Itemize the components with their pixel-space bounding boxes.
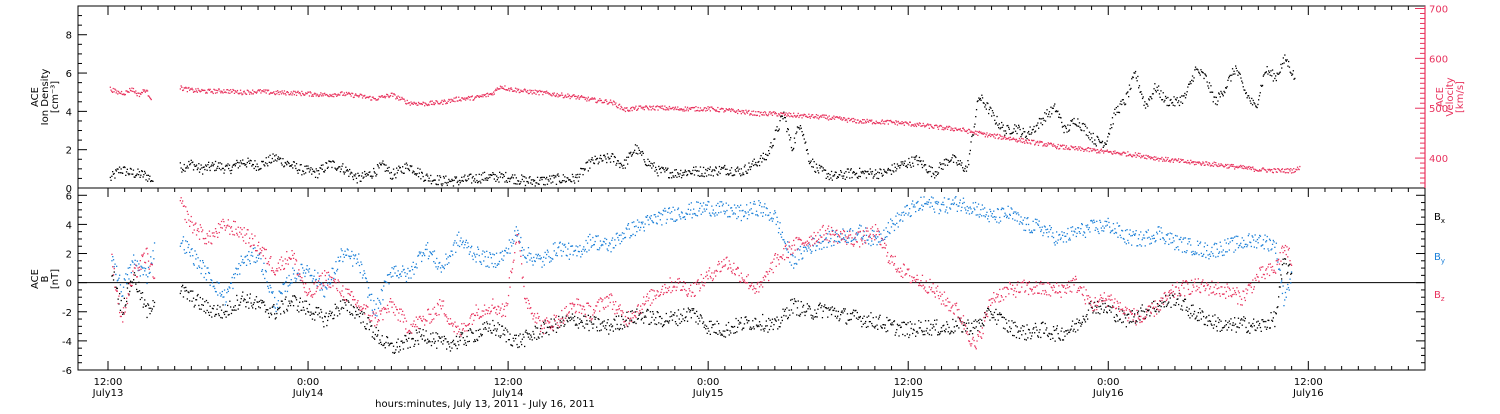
x-tick-time-label: 0:00 bbox=[1097, 377, 1119, 388]
x-tick-day-label: July16 bbox=[1292, 388, 1324, 399]
top-right-tick-label: 400 bbox=[1429, 154, 1448, 165]
legend-Bz: Bz bbox=[1434, 290, 1445, 303]
x-tick-time-label: 0:00 bbox=[297, 377, 319, 388]
bottom-left-tick-label: 6 bbox=[66, 191, 72, 202]
legend-By: By bbox=[1434, 252, 1445, 265]
x-tick-day-label: July16 bbox=[1092, 388, 1124, 399]
bottom-left-tick-label: 2 bbox=[66, 250, 72, 261]
x-tick-time-label: 12:00 bbox=[1294, 377, 1323, 388]
bottom-left-tick-label: -2 bbox=[62, 308, 72, 319]
bottom-left-axis-label: [nT] bbox=[50, 269, 61, 289]
bottom-series-Bx bbox=[111, 258, 1292, 354]
top-panel-frame bbox=[78, 6, 1425, 188]
x-tick-time-label: 12:00 bbox=[494, 377, 523, 388]
x-tick-day-label: July15 bbox=[692, 388, 724, 399]
top-right-tick-label: 600 bbox=[1429, 54, 1448, 65]
x-tick-time-label: 12:00 bbox=[94, 377, 123, 388]
x-tick-day-label: July14 bbox=[292, 388, 324, 399]
x-tick-day-label: July13 bbox=[92, 388, 124, 399]
top-right-tick-label: 700 bbox=[1429, 4, 1448, 15]
top-left-axis-label: [cm⁻³] bbox=[50, 81, 61, 113]
top-left-tick-label: 2 bbox=[66, 146, 72, 157]
x-tick-time-label: 0:00 bbox=[697, 377, 719, 388]
bottom-left-tick-label: 0 bbox=[66, 279, 72, 290]
bottom-panel-frame bbox=[78, 188, 1425, 370]
x-tick-time-label: 12:00 bbox=[894, 377, 923, 388]
bottom-series-Bz bbox=[111, 197, 1292, 349]
top-left-tick-label: 4 bbox=[66, 107, 72, 118]
x-tick-day-label: July15 bbox=[892, 388, 924, 399]
top-series-pink bbox=[110, 85, 1301, 173]
top-left-tick-label: 8 bbox=[66, 31, 72, 42]
x-axis-label: hours:minutes, July 13, 2011 - July 16, … bbox=[375, 399, 595, 410]
top-series-black bbox=[110, 54, 1296, 186]
bottom-left-tick-label: -6 bbox=[62, 366, 72, 377]
bottom-left-tick-label: 4 bbox=[66, 220, 72, 231]
top-right-axis-label: [km/s] bbox=[1455, 81, 1466, 113]
bottom-left-tick-label: -4 bbox=[62, 337, 72, 348]
legend-Bx: Bx bbox=[1434, 212, 1445, 225]
top-left-tick-label: 6 bbox=[66, 69, 72, 80]
x-tick-day-label: July14 bbox=[492, 388, 524, 399]
